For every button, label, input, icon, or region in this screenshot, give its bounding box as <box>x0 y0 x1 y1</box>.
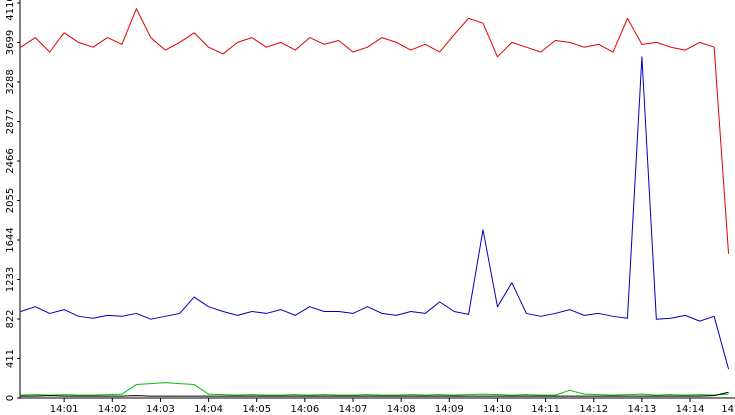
x-tick-label: 14:05 <box>242 404 271 415</box>
y-tick-label: 4110 <box>5 0 16 21</box>
x-tick-label: 14:12 <box>579 404 608 415</box>
x-tick-label: 14:04 <box>194 404 223 415</box>
y-tick-label: 3699 <box>5 30 16 55</box>
x-tick-label: 14:03 <box>146 404 175 415</box>
y-tick-label: 411 <box>5 349 16 368</box>
x-tick-label: 14:08 <box>387 404 416 415</box>
y-tick-label: 3288 <box>5 69 16 94</box>
series-line <box>20 382 729 396</box>
y-tick-label: 1644 <box>5 227 16 252</box>
y-tick-label: 0 <box>5 395 16 401</box>
series-line <box>20 391 729 397</box>
x-tick-label: 14:11 <box>531 404 560 415</box>
x-tick-label: 14:14 <box>676 404 705 415</box>
y-tick-label: 822 <box>5 309 16 328</box>
y-tick-label: 2055 <box>5 188 16 213</box>
x-tick-label: 14:13 <box>627 404 656 415</box>
series-line <box>20 8 730 254</box>
x-tick-label: 14:07 <box>339 404 368 415</box>
x-tick-label: 14:01 <box>50 404 79 415</box>
x-tick-label: 14:02 <box>98 404 127 415</box>
x-tick-label: 14:09 <box>435 404 464 415</box>
y-tick-label: 1233 <box>5 267 16 292</box>
x-tick-label: 14:06 <box>290 404 319 415</box>
x-tick-label: 14:10 <box>483 404 512 415</box>
x-tick-label: 14 <box>721 404 734 415</box>
y-tick-label: 2466 <box>5 148 16 173</box>
series-line <box>20 56 730 370</box>
y-tick-label: 2877 <box>5 109 16 134</box>
